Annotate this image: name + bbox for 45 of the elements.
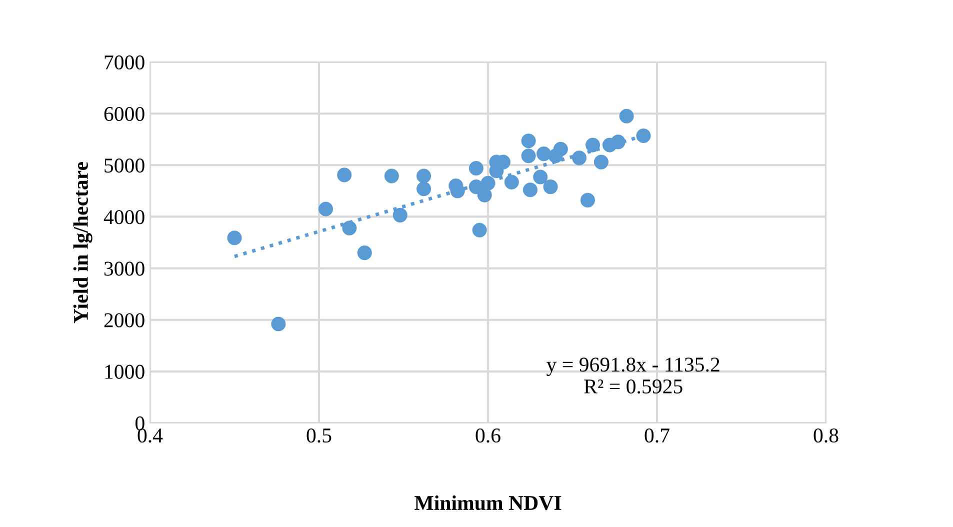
point xyxy=(318,202,334,216)
point xyxy=(384,168,399,184)
point xyxy=(553,142,568,156)
point xyxy=(392,208,408,222)
point xyxy=(543,180,558,194)
point xyxy=(533,170,548,184)
point xyxy=(521,134,536,148)
point xyxy=(468,160,484,176)
x-tick-label: 0.4 xyxy=(138,428,163,443)
y-tick-label: 6000 xyxy=(104,106,144,122)
x-axis-title: Minimum NDVI xyxy=(414,495,562,510)
point xyxy=(594,154,609,170)
point xyxy=(572,150,587,166)
y-tick-label: 7000 xyxy=(104,55,144,70)
point xyxy=(610,134,626,150)
point xyxy=(416,182,432,196)
point xyxy=(480,176,496,190)
annotation: y = 9691.8x - 1135.2 R² = 0.5925 xyxy=(546,358,720,394)
y-axis-title: Yield in lg/hectare xyxy=(73,162,92,324)
y-tick-label: 1000 xyxy=(105,364,144,379)
point xyxy=(504,174,519,190)
point xyxy=(522,182,538,198)
y-tick-label: 3000 xyxy=(104,262,144,276)
x-tick-label: 0.8 xyxy=(814,428,838,443)
point xyxy=(416,168,432,184)
point xyxy=(227,230,242,246)
point xyxy=(477,188,492,202)
point xyxy=(580,192,595,208)
point xyxy=(472,222,487,238)
y-tick-label: 4000 xyxy=(104,210,144,224)
point xyxy=(357,246,372,260)
x-tick-label: 0.7 xyxy=(644,428,670,443)
x-tick-label: 0.6 xyxy=(476,428,500,443)
point xyxy=(337,168,352,182)
point xyxy=(536,146,552,162)
point xyxy=(585,138,600,152)
point xyxy=(636,128,651,144)
y-tick-label: 5000 xyxy=(104,158,144,173)
point xyxy=(271,316,286,332)
point xyxy=(521,148,536,164)
y-tick-label: 2000 xyxy=(104,313,144,328)
point xyxy=(342,220,357,236)
x-tick-label: 0.5 xyxy=(306,428,332,443)
point xyxy=(619,108,634,124)
y-tick-label: 0 xyxy=(136,416,144,430)
